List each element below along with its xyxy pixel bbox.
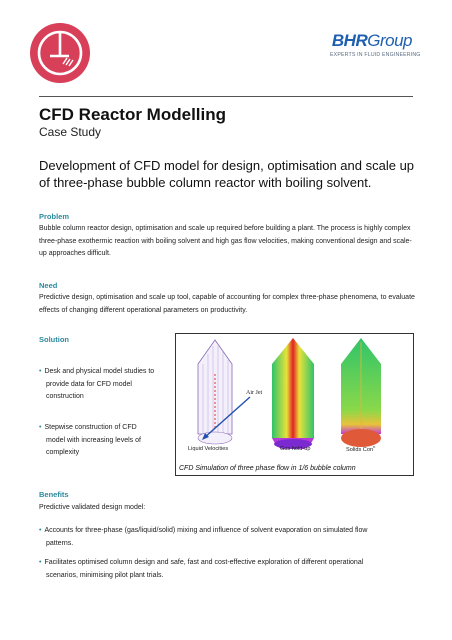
- cfd-simulation-image: [197, 338, 381, 450]
- brand-block: BHRGroup EXPERTS IN FLUID ENGINEERING: [330, 31, 421, 59]
- cfd-simulation-figure: Air Jet Liquid Velocities Gas hold-up So…: [175, 333, 414, 476]
- brand-name: BHRGroup: [331, 31, 413, 50]
- bullet-dot-icon: •: [39, 424, 42, 431]
- company-logo-icon: [30, 23, 90, 83]
- problem-heading: Problem: [39, 212, 70, 221]
- header-divider: [39, 96, 413, 97]
- benefits-heading: Benefits: [39, 490, 69, 499]
- figure-caption: CFD Simulation of three phase flow in 1/…: [179, 465, 356, 472]
- liquid-velocities-label: Liquid Velocities: [188, 446, 229, 452]
- need-text: Predictive design, optimisation and scal…: [39, 294, 415, 314]
- benefits-bullet: • Facilitates optimised column design and…: [39, 559, 364, 579]
- brand-tagline: EXPERTS IN FLUID ENGINEERING: [330, 52, 421, 58]
- solution-bullet: • Stepwise construction of CFD model with…: [39, 424, 141, 456]
- need-heading: Need: [39, 281, 58, 290]
- problem-text: Bubble column reactor design, optimisati…: [39, 225, 412, 257]
- bullet-dot-icon: •: [39, 368, 42, 375]
- bullet-dot-icon: •: [39, 527, 42, 534]
- page-title: CFD Reactor Modelling: [39, 105, 227, 124]
- solution-bullet: • Desk and physical model studies to prov…: [39, 368, 155, 400]
- bullet-dot-icon: •: [39, 559, 42, 566]
- headline: Development of CFD model for design, opt…: [39, 158, 415, 190]
- solids-label: Solids Conn: [346, 444, 376, 453]
- benefits-intro: Predictive validated design model:: [39, 504, 146, 511]
- gas-holdup-label: Gas hold-up: [280, 446, 311, 452]
- solution-heading: Solution: [39, 335, 69, 344]
- air-jet-label: Air Jet: [246, 390, 263, 396]
- page-subtitle: Case Study: [39, 125, 102, 139]
- benefits-bullet: • Accounts for three-phase (gas/liquid/so…: [39, 527, 368, 547]
